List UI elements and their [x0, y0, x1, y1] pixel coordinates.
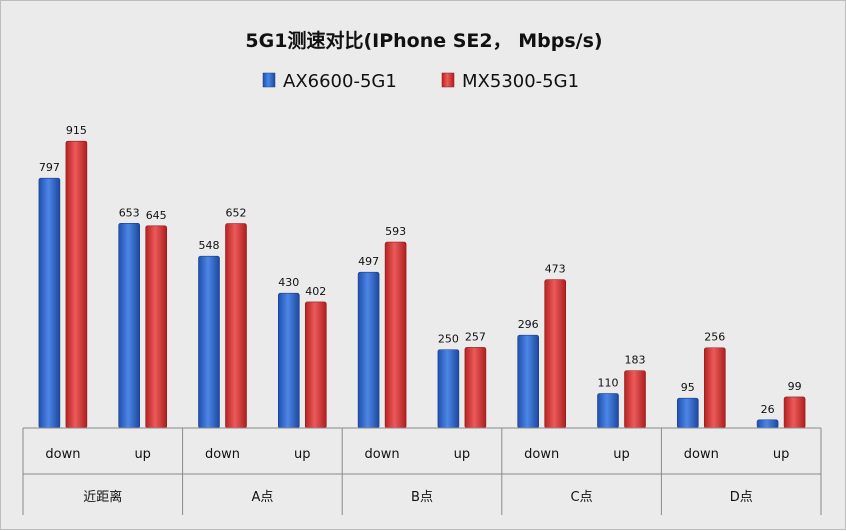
- data-label: 110: [598, 377, 619, 390]
- legend-swatch-mx5300: [441, 72, 455, 88]
- bar-mx5300-4-up: [783, 396, 806, 429]
- group-label: C点: [571, 490, 593, 505]
- bar-mx5300-1-up: [304, 301, 327, 429]
- sub-category-label: up: [294, 447, 311, 462]
- sub-category-label: down: [684, 447, 719, 462]
- data-label: 645: [146, 209, 167, 222]
- sub-category-label: up: [773, 447, 790, 462]
- data-label: 402: [305, 285, 326, 298]
- bar-mx5300-3-down: [544, 279, 567, 429]
- bar-mx5300-2-up: [464, 347, 487, 429]
- sub-category-label: down: [365, 447, 400, 462]
- data-label: 99: [788, 380, 802, 393]
- group-label: D点: [730, 490, 753, 505]
- data-label: 652: [226, 207, 247, 220]
- bar-ax6600-0-down: [38, 177, 61, 429]
- bar-mx5300-1-down: [225, 223, 247, 429]
- sub-category-label: down: [524, 447, 559, 462]
- data-label: 257: [465, 330, 486, 343]
- group-label: 近距离: [83, 489, 122, 505]
- bar-ax6600-1-down: [198, 255, 220, 429]
- group-label: B点: [411, 490, 433, 505]
- data-label: 497: [358, 255, 379, 268]
- data-label: 183: [625, 354, 646, 367]
- data-label: 26: [761, 403, 775, 416]
- sub-category-label: down: [45, 447, 80, 462]
- bar-series: 797 915 653 645 548 652 430 402 497 593 250 257 296 4…: [38, 124, 806, 429]
- bar-ax6600-4-up: [756, 419, 779, 429]
- data-label: 593: [385, 225, 406, 238]
- data-label: 250: [438, 333, 459, 346]
- bar-ax6600-2-down: [357, 271, 380, 429]
- bar-mx5300-3-up: [624, 370, 646, 429]
- data-label: 473: [545, 263, 566, 276]
- data-label: 915: [66, 124, 87, 137]
- legend-label-ax6600: AX6600-5G1: [283, 71, 397, 92]
- legend: AX6600-5G1 MX5300-5G1: [262, 71, 579, 92]
- sub-category-label: up: [134, 447, 151, 462]
- bar-mx5300-2-down: [384, 241, 407, 429]
- bar-mx5300-0-up: [145, 225, 167, 429]
- data-label: 548: [199, 239, 220, 252]
- legend-label-mx5300: MX5300-5G1: [462, 71, 579, 92]
- data-label: 296: [518, 318, 539, 331]
- bar-ax6600-1-up: [277, 292, 300, 429]
- bar-ax6600-3-up: [597, 393, 619, 429]
- legend-swatch-ax6600: [262, 72, 276, 88]
- bar-ax6600-3-down: [517, 334, 540, 429]
- sub-category-label: up: [613, 447, 630, 462]
- data-label: 256: [704, 331, 725, 344]
- bar-mx5300-4-down: [703, 347, 726, 429]
- sub-category-label: down: [205, 447, 240, 462]
- bar-ax6600-4-down: [676, 397, 699, 429]
- bar-ax6600-0-up: [118, 222, 140, 429]
- sub-category-label: up: [454, 447, 471, 462]
- data-label: 797: [39, 161, 60, 174]
- data-label: 95: [681, 381, 695, 394]
- bar-ax6600-2-up: [437, 349, 460, 429]
- group-label: A点: [251, 490, 273, 505]
- data-label: 430: [278, 276, 299, 289]
- bar-mx5300-0-down: [65, 140, 88, 429]
- chart-title: 5G1测速对比(IPhone SE2， Mbps/s): [245, 29, 602, 52]
- category-axis: down up 近距离 down up A点 down up B点 down up C点 down up D…: [22, 427, 822, 515]
- data-label: 653: [119, 206, 140, 219]
